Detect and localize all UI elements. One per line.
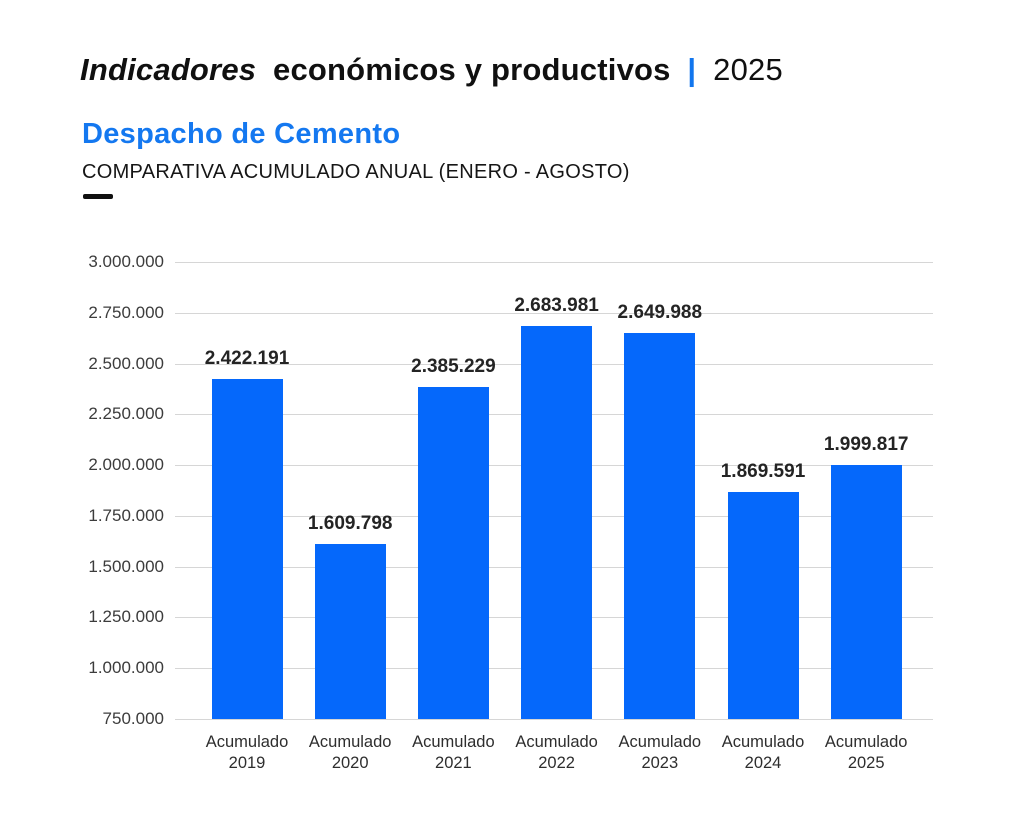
y-axis-tick-label: 2.250.000 bbox=[88, 404, 164, 424]
bar-value-label-2023: 2.649.988 bbox=[617, 302, 703, 324]
bar-chart-plot-area: 750.000 1.000.000 1.250.000 1.500.000 1.750.… bbox=[88, 252, 933, 772]
y-axis-tick-label: 2.000.000 bbox=[88, 455, 164, 475]
x-axis-tick-label-2024: Acumulado 2024 bbox=[722, 732, 805, 774]
bar-value-label-2024: 1.869.591 bbox=[720, 460, 806, 482]
gridline bbox=[175, 719, 933, 720]
y-axis-tick-label: 1.000.000 bbox=[88, 658, 164, 678]
gridline bbox=[175, 262, 933, 263]
x-tick-line1: Acumulado bbox=[412, 733, 495, 751]
x-axis-tick-label-2019: Acumulado 2019 bbox=[206, 732, 289, 774]
page-title-italic-part: Indicadores bbox=[80, 52, 257, 87]
underline-dash bbox=[83, 194, 113, 199]
bar-2024 bbox=[727, 491, 799, 719]
bar-value-label-2019: 2.422.191 bbox=[204, 348, 290, 370]
x-axis-tick-label-2022: Acumulado 2022 bbox=[515, 732, 598, 774]
x-tick-line1: Acumulado bbox=[824, 733, 908, 751]
x-tick-line2: 2020 bbox=[331, 754, 369, 773]
y-axis-tick-label: 3.000.000 bbox=[88, 252, 164, 271]
bar-2023 bbox=[624, 333, 696, 719]
bar-value-label-2021: 2.385.229 bbox=[411, 355, 496, 377]
x-tick-line2: 2022 bbox=[538, 754, 575, 773]
x-axis-tick-label-2020: Acumulado 2020 bbox=[309, 732, 392, 774]
x-tick-line1: Acumulado bbox=[618, 733, 702, 751]
x-tick-line2: 2024 bbox=[744, 754, 782, 773]
x-tick-line1: Acumulado bbox=[721, 733, 805, 751]
bar-value-label-2022: 2.683.981 bbox=[514, 295, 599, 317]
x-tick-line2: 2023 bbox=[641, 754, 679, 773]
page-title: Indicadores económicos y productivos | 2… bbox=[80, 52, 783, 88]
x-axis-tick-label-2025: Acumulado 2025 bbox=[825, 732, 908, 774]
x-tick-line2: 2021 bbox=[435, 754, 472, 773]
x-tick-line1: Acumulado bbox=[205, 733, 289, 751]
x-tick-line1: Acumulado bbox=[515, 733, 598, 751]
bar-2022 bbox=[521, 326, 593, 719]
y-axis-tick-label: 1.750.000 bbox=[88, 505, 164, 525]
x-axis-tick-label-2023: Acumulado 2023 bbox=[619, 732, 702, 774]
page-title-rest-part: económicos y productivos bbox=[273, 52, 671, 87]
gridline bbox=[175, 312, 933, 314]
x-tick-line2: 2025 bbox=[847, 754, 885, 773]
chart-title: Despacho de Cemento bbox=[82, 118, 401, 150]
bar-value-label-2020: 1.609.798 bbox=[307, 513, 393, 535]
y-axis-tick-label: 750.000 bbox=[102, 709, 164, 728]
y-axis-tick-label: 1.500.000 bbox=[88, 556, 164, 576]
x-tick-line2: 2019 bbox=[228, 754, 266, 773]
y-axis-tick-label: 2.500.000 bbox=[88, 353, 164, 373]
bar-2021 bbox=[417, 386, 489, 719]
chart-section-label: COMPARATIVA ACUMULADO ANUAL (ENERO - AGO… bbox=[82, 161, 630, 183]
page-title-separator: | bbox=[687, 52, 697, 87]
x-tick-line1: Acumulado bbox=[308, 733, 392, 751]
y-axis-tick-label: 2.750.000 bbox=[88, 302, 164, 322]
x-axis-tick-label-2021: Acumulado 2021 bbox=[412, 732, 495, 774]
y-axis-tick-label: 1.250.000 bbox=[88, 607, 164, 627]
bar-2019 bbox=[211, 379, 283, 719]
bar-value-label-2025: 1.999.817 bbox=[823, 434, 909, 456]
bar-2020 bbox=[314, 544, 386, 719]
page-title-year: 2025 bbox=[713, 52, 783, 87]
bar-2025 bbox=[830, 465, 902, 719]
